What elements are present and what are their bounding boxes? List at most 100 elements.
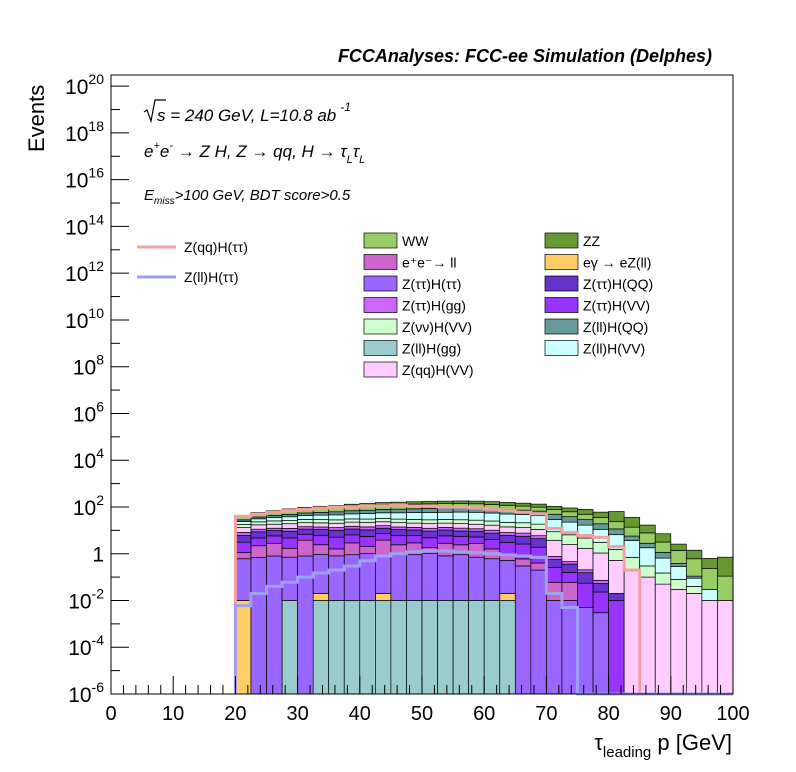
bar-12-20 [546, 505, 563, 511]
x-tick-label: 50 [411, 703, 433, 725]
legend-fill-swatch [363, 254, 398, 270]
bar-0-12 [421, 600, 438, 695]
bar-5-24 [608, 593, 625, 601]
process-sup2: - [169, 140, 173, 152]
bar-10-22 [577, 519, 594, 526]
legend-line-label: Z(ll)H(ττ) [184, 269, 239, 285]
bar-7-15 [468, 523, 485, 530]
y-tick-label: 1014 [65, 211, 104, 239]
bar-6-20 [546, 556, 563, 560]
bar-11-28 [670, 550, 687, 564]
bar-4-0 [235, 541, 252, 554]
x-tick-label: 90 [660, 703, 682, 725]
y-tick-base: 10 [68, 590, 91, 613]
bar-4-2 [266, 535, 283, 544]
bar-5-2 [266, 530, 283, 537]
bar-7-26 [639, 576, 656, 695]
bar-9-27 [654, 557, 672, 574]
bar-8-2 [266, 520, 283, 525]
bar-6-17 [499, 532, 516, 536]
bar-0-6 [328, 600, 345, 695]
bar-2-9 [375, 555, 392, 594]
bar-4-24 [608, 600, 625, 695]
bar-1-0 [235, 600, 252, 695]
bar-11-19 [530, 506, 547, 512]
lumi-exponent: -1 [340, 100, 351, 114]
y-tick-label: 102 [73, 492, 104, 520]
bar-5-7 [343, 528, 361, 536]
bar-2-22 [577, 607, 594, 695]
bar-5-18 [514, 535, 532, 545]
y-tick-base: 10 [65, 123, 88, 146]
bar-9-30 [701, 588, 718, 601]
bar-7-18 [514, 527, 532, 534]
bar-3-3 [281, 547, 298, 558]
bar-6-21 [561, 561, 578, 565]
bar-0-17 [499, 600, 516, 695]
bar-6-11 [406, 527, 423, 531]
bar-4-9 [375, 533, 392, 541]
bar-5-21 [561, 563, 578, 573]
bar-9-26 [639, 547, 656, 567]
bar-4-15 [468, 536, 485, 544]
bar-4-19 [530, 546, 547, 564]
bar-3-21 [561, 581, 578, 601]
x-tick-label: 0 [105, 703, 116, 725]
bar-8-24 [608, 549, 625, 561]
bar-8-28 [670, 579, 687, 590]
legend-fill-swatch [363, 275, 398, 292]
bar-12-30 [701, 558, 718, 569]
bar-10-6 [328, 511, 345, 516]
bar-10-27 [654, 551, 672, 559]
bar-3-6 [328, 548, 345, 557]
bar-4-17 [499, 542, 516, 554]
bar-5-22 [577, 572, 594, 584]
bar-5-20 [546, 559, 563, 568]
bar-4-23 [592, 591, 609, 614]
bar-8-1 [250, 521, 267, 526]
bar-9-3 [281, 516, 298, 521]
stack-6 [235, 525, 609, 584]
y-tick-exp: -4 [92, 632, 105, 648]
bar-6-9 [375, 525, 392, 529]
bar-10-20 [546, 513, 563, 520]
x-tick-label: 40 [349, 703, 371, 725]
bar-12-11 [406, 501, 423, 505]
bar-2-23 [592, 612, 609, 695]
bar-0-16 [483, 600, 501, 695]
bar-4-8 [359, 536, 376, 547]
y-tick-label: 1020 [65, 71, 104, 99]
bar-3-13 [437, 542, 454, 557]
bar-8-9 [375, 518, 392, 523]
x-label-rest: p [GeV] [651, 730, 732, 755]
bar-12-21 [561, 507, 578, 513]
bar-6-8 [359, 526, 376, 531]
bar-1-17 [499, 593, 516, 601]
bar-10-7 [343, 510, 361, 515]
legend-fill-label: Z(ll)H(gg) [402, 341, 461, 357]
bar-12-18 [514, 502, 532, 507]
bar-7-31 [717, 600, 734, 695]
bar-7-13 [437, 522, 454, 528]
y-tick-exp: -2 [92, 585, 105, 601]
bar-5-13 [437, 529, 454, 537]
legend-fill-label: Z(ll)H(VV) [583, 341, 645, 357]
y-tick-base: 10 [73, 403, 96, 426]
bar-5-19 [530, 538, 547, 548]
y-tick-exp: 4 [96, 445, 104, 461]
bar-10-10 [390, 508, 407, 514]
y-tick-base: 10 [65, 263, 88, 286]
bar-12-13 [437, 500, 454, 504]
y-tick-label: 10-6 [68, 679, 104, 707]
y-axis-label: Events [24, 85, 49, 152]
bar-11-24 [608, 521, 625, 530]
legend-fill-label: Z(ττ)H(VV) [583, 298, 650, 314]
x-label-tau: τ [594, 730, 603, 755]
legend-fill-swatch [544, 232, 579, 249]
bar-7-25 [623, 569, 641, 695]
bar-5-11 [406, 529, 423, 537]
annotation-energy-text: s = 240 GeV, L=10.8 ab -1 [157, 100, 351, 125]
bar-8-12 [421, 519, 438, 525]
bar-4-1 [250, 537, 267, 547]
bar-7-8 [359, 522, 376, 528]
